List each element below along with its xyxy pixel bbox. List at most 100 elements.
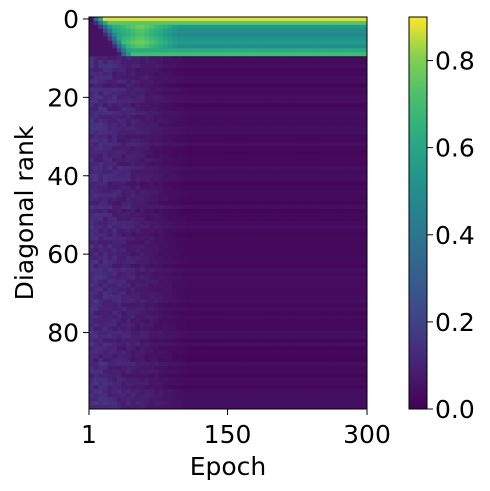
heatmap-cell [167,95,173,100]
heatmap-cell [232,330,238,336]
heatmap-cell [232,181,238,187]
heatmap-cell [362,56,368,61]
heatmap-cell [144,83,150,89]
heatmap-cell [102,17,109,22]
heatmap-cell [102,79,109,85]
heatmap-cell [348,295,354,300]
heatmap-cell [302,275,308,281]
heatmap-cell [167,99,173,104]
heatmap-cell [149,307,155,312]
heatmap-cell [139,193,146,198]
heatmap-cell [135,205,141,210]
heatmap-cell [292,283,298,288]
heatmap-cell [149,201,155,206]
heatmap-cell [265,299,271,304]
heatmap-cell [223,71,229,77]
heatmap-cell [311,271,317,277]
heatmap-cell [288,185,294,190]
heatmap-cell [283,103,289,108]
heatmap-cell [228,169,234,175]
heatmap-cell [334,303,340,308]
heatmap-cell [218,162,224,167]
heatmap-cell [325,311,331,316]
heatmap-cell [329,71,336,77]
heatmap-cell [311,75,317,81]
heatmap-cell [139,216,146,222]
heatmap-cell [139,44,146,49]
heatmap-cell [353,107,359,112]
heatmap-cell [181,150,187,155]
heatmap-cell [306,115,312,120]
heatmap-cell [135,44,141,49]
heatmap-cell [251,299,257,304]
heatmap-cell [288,118,294,124]
heatmap-cell [316,60,322,65]
heatmap-cell [107,126,113,132]
heatmap-cell [223,103,229,108]
heatmap-cell [144,118,150,124]
heatmap-cell [107,52,113,57]
heatmap-cell [228,275,234,281]
heatmap-cell [89,326,95,332]
heatmap-cell [135,299,141,304]
heatmap-cell [241,283,248,288]
heatmap-cell [357,267,363,273]
heatmap-cell [172,115,178,120]
heatmap-cell [274,303,280,308]
heatmap-cell [177,103,183,108]
heatmap-cell [89,79,95,85]
heatmap-cell [283,64,289,69]
heatmap-cell [93,307,99,312]
heatmap-cell [214,126,220,132]
heatmap-cell [126,342,132,347]
heatmap-cell [153,338,159,343]
heatmap-cell [218,24,224,30]
heatmap-cell [126,20,132,26]
heatmap-cell [237,220,243,226]
heatmap-cell [283,60,289,65]
heatmap-cell [255,87,261,92]
heatmap-cell [204,248,210,253]
heatmap-cell [232,162,238,167]
heatmap-cell [121,307,127,312]
heatmap-cell [112,338,118,343]
heatmap-cell [329,126,336,132]
heatmap-cell [353,232,359,238]
heatmap-cell [177,67,183,73]
heatmap-cell [348,271,354,277]
heatmap-cell [343,279,349,285]
heatmap-cell [102,32,109,38]
heatmap-cell [228,17,234,22]
heatmap-cell [130,240,136,245]
heatmap-cell [232,205,238,210]
heatmap-cell [246,56,252,61]
heatmap-cell [255,142,261,147]
heatmap-cell [139,173,146,179]
heatmap-cell [255,291,261,296]
heatmap-cell [214,236,220,241]
heatmap-cell [297,158,303,163]
heatmap-cell [139,154,146,159]
heatmap-cell [200,122,206,128]
heatmap-cell [195,189,201,194]
heatmap-cell [357,244,363,249]
heatmap-cell [302,232,308,238]
heatmap-cell [130,279,136,285]
heatmap-cell [320,71,326,77]
heatmap-cell [93,209,99,214]
heatmap-cell [195,64,201,69]
heatmap-cell [121,224,127,230]
heatmap-cell [241,177,248,183]
heatmap-cell [181,28,187,34]
heatmap-cell [107,311,113,316]
heatmap-cell [167,189,173,194]
heatmap-cell [228,240,234,245]
heatmap-cell [107,220,113,226]
heatmap-cell [89,213,95,218]
heatmap-cell [260,334,266,339]
heatmap-cell [186,232,192,238]
heatmap-cell [241,224,248,230]
heatmap-cell [195,95,201,100]
heatmap-cell [265,64,271,69]
heatmap-cell [274,146,280,151]
